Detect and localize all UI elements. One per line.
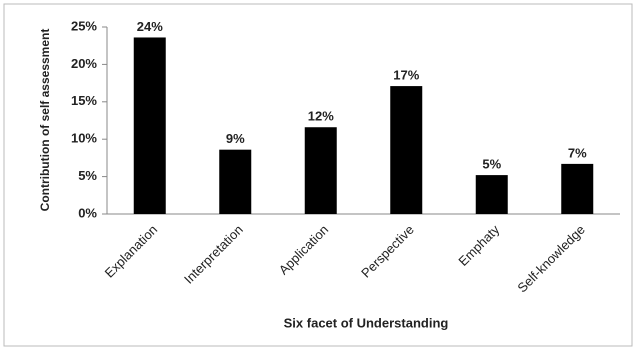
- y-tick-label: 0%: [78, 205, 97, 220]
- y-tick-label: 10%: [71, 131, 97, 146]
- y-tick-label: 25%: [71, 18, 97, 33]
- data-label: 24%: [137, 19, 163, 34]
- data-label: 9%: [226, 131, 245, 146]
- y-tick-label: 5%: [78, 168, 97, 183]
- y-tick-label: 15%: [71, 93, 97, 108]
- y-tick-label: 20%: [71, 56, 97, 71]
- bar: [133, 37, 166, 214]
- data-label: 5%: [482, 157, 501, 172]
- bar: [304, 127, 337, 214]
- bar: [475, 175, 508, 214]
- data-label: 12%: [308, 109, 334, 124]
- bar: [561, 163, 594, 214]
- data-label: 17%: [393, 68, 419, 83]
- y-axis-label: Contribution of self assessment: [38, 29, 52, 212]
- bar: [219, 149, 252, 214]
- x-axis-label: Six facet of Understanding: [284, 315, 449, 330]
- data-label: 7%: [568, 145, 587, 160]
- bar: [390, 86, 423, 214]
